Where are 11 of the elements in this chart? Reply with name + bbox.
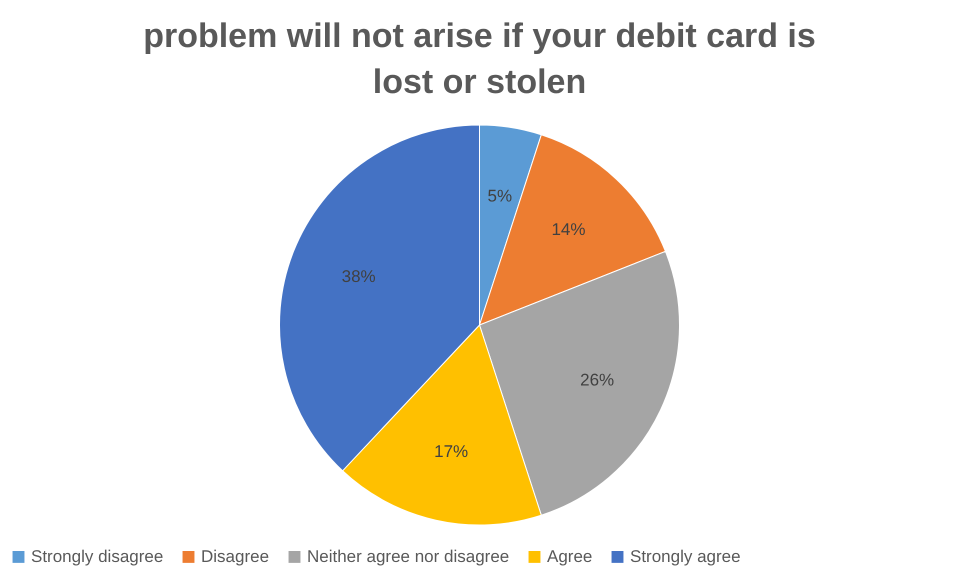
data-label: 38% xyxy=(342,267,376,286)
legend-label: Agree xyxy=(547,546,592,566)
legend-label: Strongly disagree xyxy=(31,546,164,566)
data-label: 5% xyxy=(488,186,512,206)
data-label: 14% xyxy=(551,220,586,240)
data-label: 17% xyxy=(434,442,468,461)
chart-title: problem will not arise if your debit card is lost or stolen xyxy=(143,17,816,101)
legend-label: Disagree xyxy=(201,546,270,566)
legend-label: Neither agree nor disagree xyxy=(307,546,510,566)
data-label: 26% xyxy=(580,370,614,390)
legend-label: Strongly agree xyxy=(630,546,741,566)
